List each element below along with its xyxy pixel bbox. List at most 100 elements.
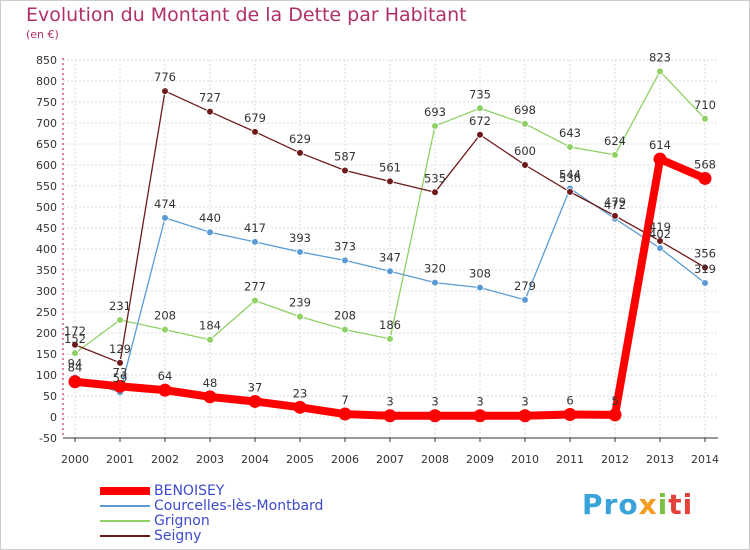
data-label: 94 — [68, 357, 83, 371]
data-point — [161, 325, 169, 334]
x-tick-label: 2003 — [196, 453, 224, 466]
x-tick-label: 2007 — [376, 453, 404, 466]
y-tick-label: 850 — [36, 54, 57, 67]
data-point — [341, 325, 349, 334]
data-label: 710 — [694, 98, 716, 112]
data-point — [386, 335, 394, 343]
data-point — [701, 279, 709, 287]
proxiti-logo: Proxiti — [582, 488, 693, 521]
data-label: 186 — [379, 318, 401, 332]
y-tick-label: -50 — [39, 432, 57, 445]
data-point — [116, 359, 124, 367]
y-tick-label: 750 — [36, 96, 57, 109]
data-label: 239 — [289, 296, 311, 310]
data-label: 693 — [424, 105, 446, 119]
data-label: 472 — [604, 198, 626, 212]
data-label: 319 — [694, 262, 716, 276]
x-tick-label: 2001 — [106, 453, 134, 466]
data-label: 823 — [649, 50, 671, 64]
axes — [62, 58, 718, 442]
data-point — [341, 256, 349, 265]
data-label: 64 — [158, 369, 173, 383]
data-point — [476, 104, 484, 113]
data-point — [476, 283, 484, 292]
logo-text-1: Pro — [582, 488, 639, 521]
legend-swatch — [100, 520, 150, 522]
data-labels: 1522312081842772392081866937356986436248… — [64, 50, 716, 408]
legend-swatch — [100, 505, 150, 507]
data-label: 373 — [334, 239, 356, 253]
data-label: 320 — [424, 262, 446, 276]
data-label: 402 — [649, 227, 671, 241]
data-label: 3 — [476, 395, 483, 409]
chart-title: Evolution du Montant de la Dette par Hab… — [26, 4, 467, 26]
data-point — [656, 237, 664, 245]
data-point — [656, 67, 664, 76]
data-label: 776 — [154, 70, 176, 84]
y-tick-label: 200 — [36, 327, 57, 340]
data-label: 152 — [64, 332, 86, 346]
y-tick-label: 350 — [36, 264, 57, 277]
data-label: 417 — [244, 221, 266, 235]
data-point — [296, 312, 304, 321]
data-point — [341, 166, 349, 175]
y-tick-label: 50 — [43, 390, 57, 403]
data-point — [68, 375, 82, 389]
data-label: 419 — [649, 220, 671, 234]
data-point — [428, 409, 442, 423]
data-label: 544 — [559, 168, 581, 182]
data-label: 37 — [248, 380, 263, 394]
data-label: 231 — [109, 299, 131, 313]
x-tick-label: 2006 — [331, 453, 359, 466]
data-label: 84 — [68, 361, 83, 375]
data-point — [251, 238, 259, 246]
y-tick-label: 550 — [36, 180, 57, 193]
data-point — [251, 128, 259, 136]
data-label: 129 — [109, 342, 131, 356]
data-point — [116, 316, 124, 324]
y-tick-label: 400 — [36, 243, 57, 256]
data-label: 7 — [341, 393, 348, 407]
x-tick-label: 2011 — [556, 453, 584, 466]
data-point — [158, 383, 172, 397]
data-label: 440 — [199, 211, 221, 225]
data-label: 3 — [431, 395, 438, 409]
data-point — [206, 107, 214, 116]
data-point — [338, 407, 352, 421]
data-label: 679 — [244, 111, 266, 125]
data-point — [383, 409, 397, 423]
y-tick-label: 250 — [36, 306, 57, 319]
x-tick-label: 2013 — [646, 453, 674, 466]
data-label: 3 — [386, 395, 393, 409]
data-label: 277 — [244, 280, 266, 294]
data-label: 672 — [469, 114, 491, 128]
data-label: 735 — [469, 87, 491, 101]
data-label: 698 — [514, 103, 536, 117]
data-point — [251, 296, 259, 305]
data-label: 59 — [113, 371, 128, 385]
legend-label: Grignon — [154, 513, 210, 529]
y-tick-label: 150 — [36, 348, 57, 361]
data-point — [431, 278, 439, 287]
data-point — [611, 151, 619, 159]
data-point — [611, 212, 619, 220]
chart-unit-label: (en €) — [26, 28, 59, 41]
legend-label: Courcelles-lès-Montbard — [154, 498, 324, 514]
data-label: 614 — [649, 138, 671, 152]
data-point — [566, 143, 574, 151]
logo-text-3: i — [657, 488, 669, 521]
data-label: 474 — [154, 197, 176, 211]
data-label: 208 — [154, 309, 176, 323]
data-label: 172 — [64, 324, 86, 338]
data-label: 600 — [514, 144, 536, 158]
x-tick-label: 2012 — [601, 453, 629, 466]
data-point — [698, 171, 712, 185]
data-label: 561 — [379, 160, 401, 174]
data-point — [521, 161, 529, 169]
data-point — [296, 149, 304, 157]
y-tick-label: 300 — [36, 285, 57, 298]
data-point — [653, 152, 667, 166]
x-tick-label: 2004 — [241, 453, 269, 466]
data-point — [521, 120, 529, 128]
data-point — [161, 214, 169, 222]
